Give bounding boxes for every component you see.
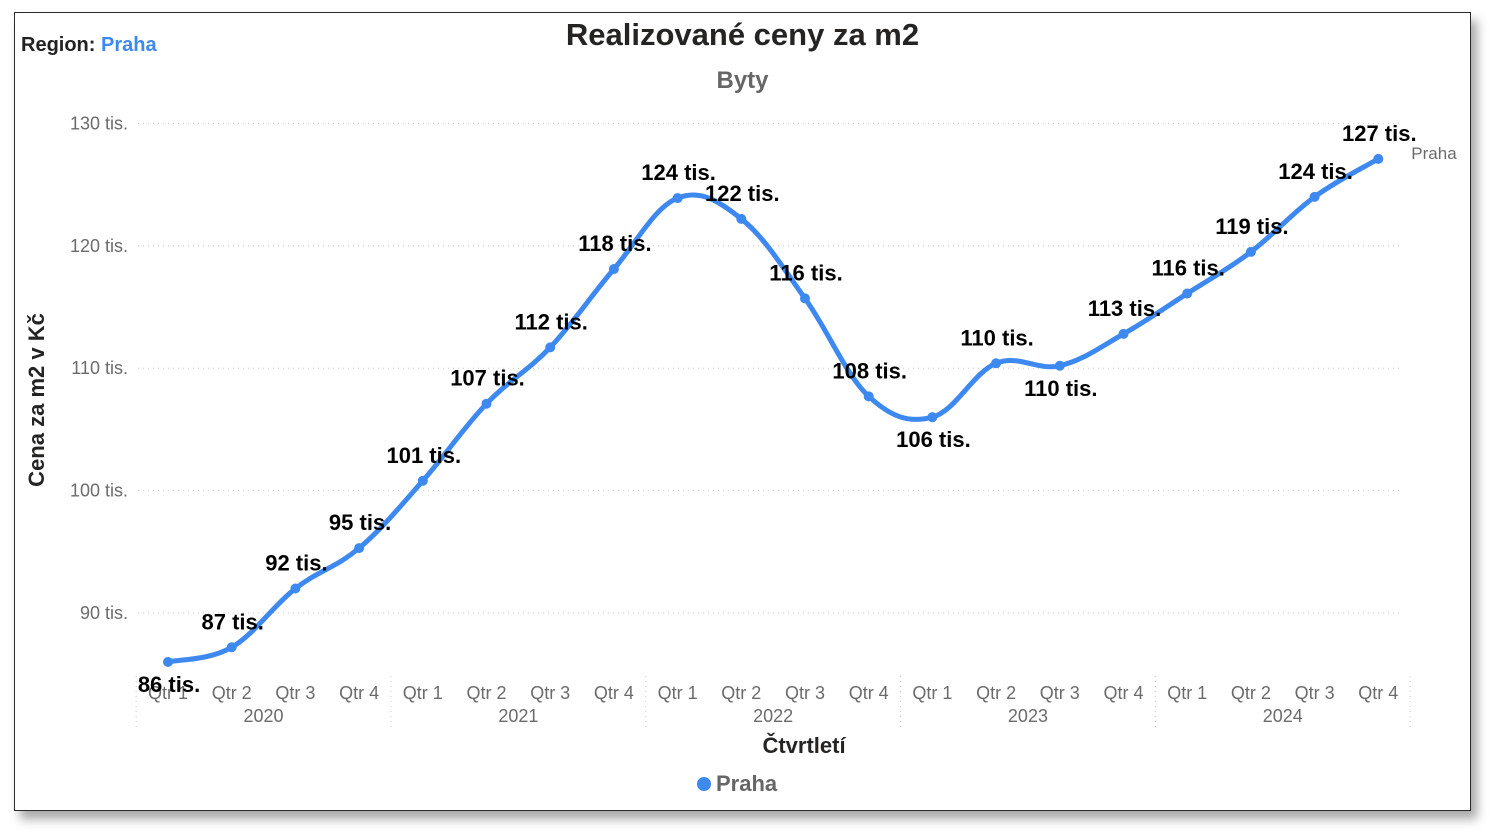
x-tick-label: Qtr 1 [148, 683, 188, 703]
x-axis-title: Čtvrtletí [762, 733, 846, 758]
y-axis-title: Cena za m2 v Kč [24, 313, 49, 487]
x-tick-label: Qtr 4 [339, 683, 379, 703]
data-point [1054, 360, 1065, 371]
data-point [672, 193, 683, 204]
data-label: 95 tis. [329, 510, 391, 535]
chart-title: Realizované ceny za m2 [565, 17, 920, 52]
data-label: 116 tis. [1152, 256, 1225, 281]
x-tick-label: Qtr 1 [658, 683, 698, 703]
data-label: 107 tis. [450, 366, 525, 391]
chart-card: Region: Praha Realizované ceny za m2 Byt… [14, 12, 1471, 811]
x-tick-label: Qtr 1 [403, 683, 443, 703]
x-tick-label: Qtr 3 [1295, 683, 1335, 703]
data-point [481, 398, 492, 409]
data-label: 127 tis. [1342, 121, 1417, 146]
data-label: 92 tis. [265, 551, 327, 576]
data-label: 122 tis. [705, 181, 780, 206]
x-year-label: 2021 [498, 706, 538, 726]
data-label: 118 tis. [578, 231, 651, 256]
data-point [163, 656, 173, 667]
data-label: 106 tis. [896, 427, 971, 452]
data-point [863, 391, 874, 402]
legend-marker [697, 777, 711, 791]
x-tick-label: Qtr 3 [275, 683, 315, 703]
data-label: 124 tis. [641, 160, 716, 185]
region-filter-label: Region: [21, 34, 96, 56]
data-point [1118, 328, 1129, 339]
data-label: 112 tis. [515, 309, 588, 334]
legend-label: Praha [716, 771, 778, 796]
data-point [991, 358, 1002, 369]
data-point [927, 412, 938, 423]
chart-subtitle: Byty [716, 67, 769, 94]
data-label: 110 tis. [1024, 376, 1097, 401]
x-tick-label: Qtr 2 [466, 683, 506, 703]
x-tick-label: Qtr 2 [721, 683, 761, 703]
x-tick-label: Qtr 2 [1231, 683, 1271, 703]
data-label: 119 tis. [1215, 214, 1288, 239]
x-tick-label: Qtr 2 [212, 683, 252, 703]
x-tick-label: Qtr 4 [1358, 683, 1398, 703]
data-label: 116 tis. [769, 260, 842, 285]
data-label: 87 tis. [202, 609, 264, 634]
data-point [545, 342, 556, 353]
data-point [1182, 288, 1193, 299]
data-point [1245, 246, 1256, 257]
x-tick-label: Qtr 4 [594, 683, 634, 703]
x-tick-label: Qtr 1 [1167, 683, 1207, 703]
x-year-label: 2022 [753, 706, 793, 726]
series-end-label: Praha [1411, 144, 1457, 163]
data-point [1309, 191, 1320, 202]
region-filter-value[interactable]: Praha [101, 34, 157, 56]
data-point [1373, 153, 1384, 164]
data-label: 113 tis. [1088, 296, 1161, 321]
y-tick-label: 130 tis. [70, 113, 128, 133]
data-point [736, 213, 747, 224]
data-label: 108 tis. [832, 358, 907, 383]
x-year-label: 2020 [244, 706, 284, 726]
x-year-label: 2024 [1263, 706, 1303, 726]
data-point [226, 642, 237, 653]
y-tick-label: 120 tis. [70, 236, 128, 256]
data-point [354, 543, 365, 554]
x-tick-label: Qtr 3 [1040, 683, 1080, 703]
y-tick-label: 100 tis. [70, 481, 128, 501]
data-point [800, 293, 810, 304]
x-tick-label: Qtr 2 [976, 683, 1016, 703]
data-point [608, 264, 619, 275]
data-label: 101 tis. [386, 443, 461, 468]
x-tick-label: Qtr 4 [849, 683, 889, 703]
x-tick-label: Qtr 4 [1103, 683, 1143, 703]
data-label: 86 tis. [138, 672, 200, 697]
data-label: 124 tis. [1278, 159, 1353, 184]
data-label: 110 tis. [960, 325, 1033, 350]
x-tick-label: Qtr 3 [785, 683, 825, 703]
x-tick-label: Qtr 1 [912, 683, 952, 703]
data-point [290, 583, 301, 594]
x-year-label: 2023 [1008, 706, 1048, 726]
series-line-praha [165, 156, 1381, 665]
y-tick-label: 110 tis. [71, 358, 128, 378]
region-filter[interactable]: Region: Praha [21, 34, 157, 57]
x-tick-label: Qtr 3 [530, 683, 570, 703]
y-tick-label: 90 tis. [80, 603, 128, 623]
data-point [417, 475, 428, 486]
